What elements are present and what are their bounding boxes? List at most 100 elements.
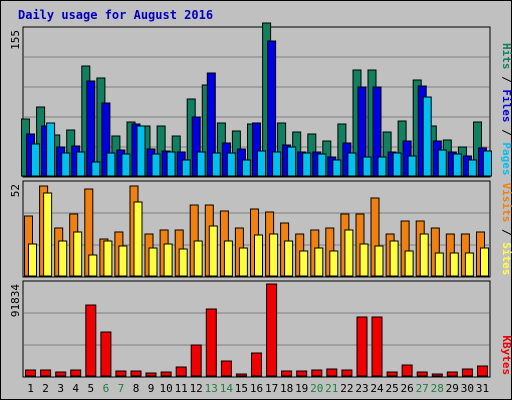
bar-pages-5 — [92, 162, 100, 176]
bar-kbytes-28 — [432, 374, 442, 376]
bar-sites-14 — [224, 241, 232, 276]
bar-sites-29 — [450, 253, 458, 276]
bar-kbytes-17 — [267, 284, 277, 376]
bar-sites-21 — [330, 251, 338, 276]
bar-kbytes-12 — [191, 345, 201, 376]
x-tick-label-18: 18 — [280, 382, 293, 395]
x-tick-label-31: 31 — [476, 382, 489, 395]
x-tick-label-29: 29 — [446, 382, 459, 395]
bar-pages-14 — [227, 153, 235, 176]
x-tick-label-25: 25 — [385, 382, 398, 395]
bar-sites-22 — [345, 230, 353, 276]
bar-kbytes-4 — [71, 370, 81, 376]
bar-pages-26 — [408, 156, 416, 176]
bar-pages-7 — [122, 154, 130, 176]
bar-sites-6 — [104, 241, 112, 276]
bar-sites-7 — [119, 246, 127, 276]
bar-kbytes-31 — [478, 366, 488, 376]
bar-pages-25 — [393, 153, 401, 176]
bar-pages-10 — [167, 152, 175, 176]
bar-sites-19 — [300, 251, 308, 276]
legend-entry-pages: Pages — [500, 142, 512, 175]
bar-pages-9 — [152, 154, 160, 176]
bar-sites-3 — [59, 241, 67, 276]
x-tick-label-19: 19 — [295, 382, 308, 395]
chart-title: Daily usage for August 2016 — [18, 8, 213, 22]
legend-text: Visits / Sites — [500, 183, 512, 276]
bar-sites-25 — [390, 241, 398, 276]
bar-pages-17 — [273, 152, 281, 176]
bar-pages-18 — [288, 147, 296, 176]
bar-pages-15 — [242, 160, 250, 176]
bar-pages-6 — [107, 153, 115, 176]
panel-scale-label: 91834 — [9, 284, 22, 317]
bar-sites-10 — [164, 244, 172, 276]
bar-sites-23 — [360, 244, 368, 276]
bar-kbytes-23 — [357, 317, 367, 376]
bar-kbytes-14 — [221, 361, 231, 376]
bar-kbytes-7 — [116, 371, 126, 376]
bar-kbytes-3 — [56, 372, 66, 376]
bar-sites-20 — [315, 248, 323, 276]
bar-sites-13 — [209, 226, 217, 276]
bar-kbytes-16 — [252, 353, 262, 376]
bar-sites-26 — [405, 251, 413, 276]
legend-separator: / — [500, 222, 512, 242]
legend-text: Hits / Files / Pages — [500, 43, 512, 176]
legend-separator: / — [500, 123, 512, 143]
x-tick-label-8: 8 — [133, 382, 140, 395]
x-tick-label-26: 26 — [400, 382, 413, 395]
x-tick-label-24: 24 — [370, 382, 384, 395]
bar-kbytes-19 — [297, 371, 307, 376]
bar-pages-23 — [363, 157, 371, 176]
panel-scale-label: 52 — [9, 184, 22, 197]
bar-kbytes-5 — [86, 305, 96, 376]
legend-entry-sites: Sites — [500, 242, 512, 275]
bar-sites-5 — [89, 255, 97, 276]
bar-kbytes-8 — [131, 371, 141, 376]
panel-scale-label: 155 — [9, 30, 22, 50]
bar-sites-28 — [435, 253, 443, 276]
bar-kbytes-11 — [176, 367, 186, 376]
bar-pages-1 — [32, 144, 40, 176]
bar-kbytes-6 — [101, 332, 111, 376]
legend-entry-kbytes: KBytes — [500, 335, 512, 375]
x-tick-label-13: 13 — [205, 382, 218, 395]
x-tick-label-21: 21 — [325, 382, 338, 395]
bar-kbytes-15 — [236, 374, 246, 376]
bar-sites-24 — [375, 246, 383, 276]
bar-pages-4 — [77, 152, 85, 176]
x-tick-label-5: 5 — [87, 382, 94, 395]
x-tick-label-1: 1 — [27, 382, 34, 395]
bar-kbytes-29 — [447, 372, 457, 376]
panel-legend: Hits / Files / Pages — [500, 43, 512, 176]
bar-sites-31 — [481, 248, 489, 276]
bar-pages-19 — [303, 153, 311, 176]
x-tick-label-30: 30 — [461, 382, 474, 395]
bar-sites-16 — [255, 235, 263, 276]
bar-sites-2 — [44, 193, 52, 276]
x-tick-label-4: 4 — [72, 382, 79, 395]
legend-entry-visits: Visits — [500, 183, 512, 223]
bar-pages-24 — [378, 157, 386, 176]
x-tick-label-20: 20 — [310, 382, 323, 395]
panel-legend: Visits / Sites — [500, 183, 512, 276]
bar-kbytes-25 — [387, 372, 397, 376]
bar-kbytes-24 — [372, 317, 382, 376]
bar-kbytes-22 — [342, 370, 352, 376]
x-tick-label-16: 16 — [250, 382, 263, 395]
bar-pages-12 — [197, 152, 205, 176]
bar-sites-17 — [270, 234, 278, 276]
bar-kbytes-21 — [327, 369, 337, 376]
bar-pages-11 — [182, 160, 190, 176]
legend-entry-hits: Hits — [500, 43, 512, 70]
x-tick-label-12: 12 — [190, 382, 203, 395]
x-tick-label-15: 15 — [235, 382, 248, 395]
bar-sites-15 — [239, 248, 247, 276]
bar-sites-12 — [194, 241, 202, 276]
bar-kbytes-30 — [462, 369, 472, 376]
bar-pages-13 — [212, 153, 220, 176]
x-tick-label-22: 22 — [340, 382, 353, 395]
